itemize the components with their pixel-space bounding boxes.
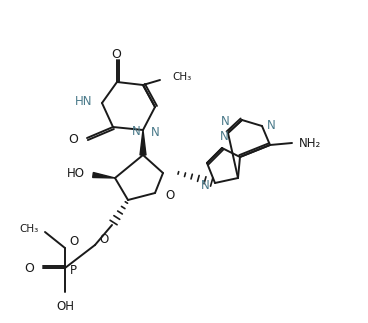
Text: HN: HN — [74, 95, 92, 108]
Text: O: O — [165, 189, 174, 202]
Text: N: N — [267, 119, 276, 131]
Text: N: N — [220, 130, 229, 143]
Text: O: O — [68, 132, 78, 145]
Text: CH₃: CH₃ — [20, 224, 39, 234]
Text: O: O — [69, 234, 78, 247]
Text: N: N — [221, 115, 229, 128]
Text: N: N — [151, 126, 160, 139]
Text: N: N — [132, 124, 141, 138]
Text: CH₃: CH₃ — [172, 72, 191, 82]
Polygon shape — [93, 172, 115, 178]
Text: O: O — [24, 263, 34, 276]
Text: OH: OH — [56, 300, 74, 313]
Text: P: P — [70, 264, 77, 276]
Text: HO: HO — [67, 166, 85, 180]
Text: N: N — [201, 179, 210, 192]
Text: O: O — [99, 233, 108, 245]
Polygon shape — [140, 130, 146, 155]
Text: O: O — [111, 47, 121, 60]
Text: NH₂: NH₂ — [299, 137, 321, 150]
